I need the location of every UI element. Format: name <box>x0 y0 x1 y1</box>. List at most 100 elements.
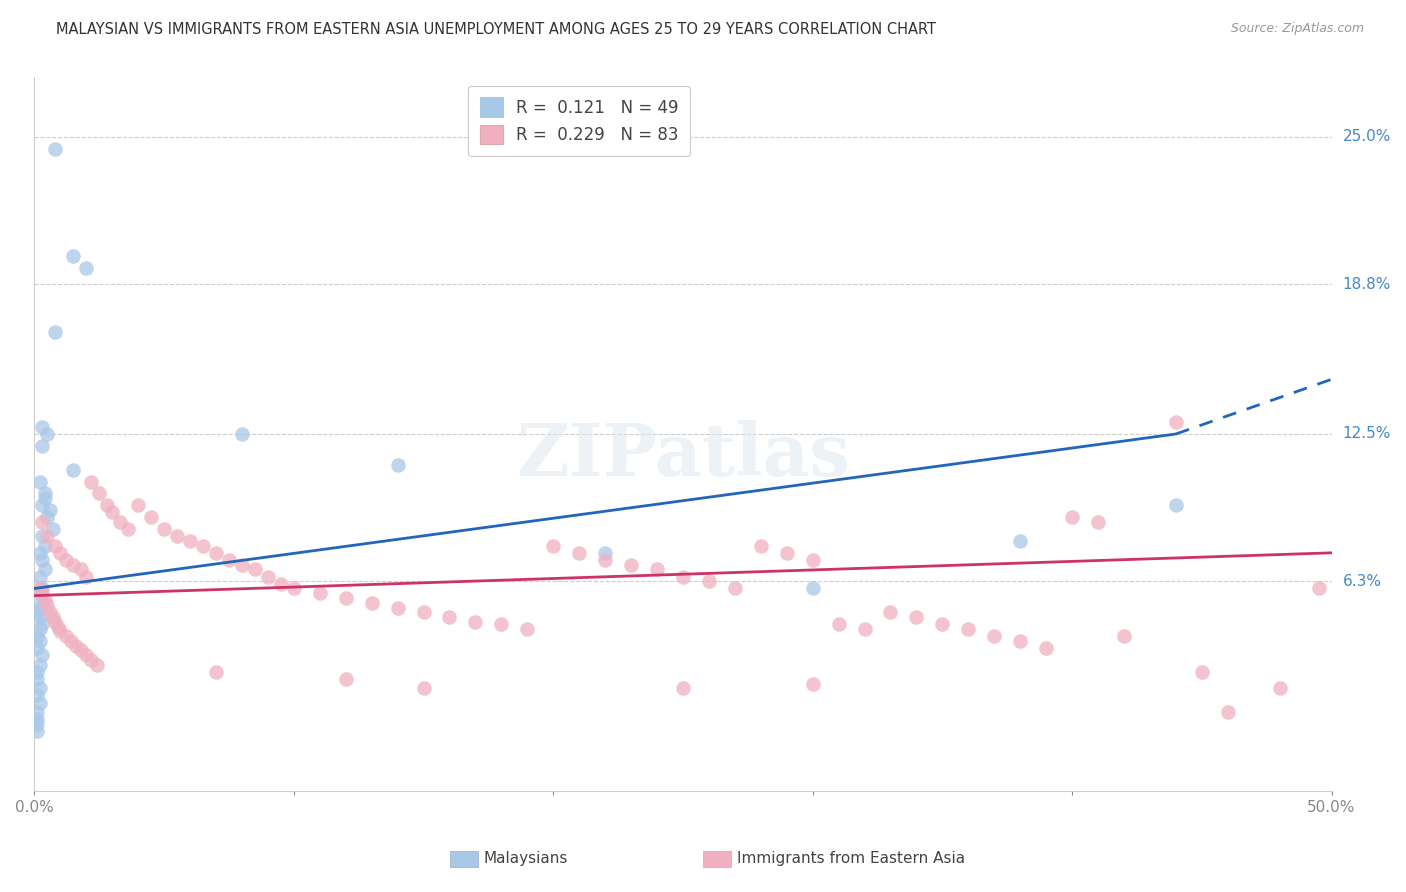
Point <box>89 486 111 500</box>
Point <box>28 569 51 583</box>
Point <box>28 657 51 672</box>
Point <box>117 522 139 536</box>
Point <box>464 615 486 629</box>
Point <box>44 142 66 156</box>
Point <box>39 605 62 619</box>
Point <box>46 619 69 633</box>
Point <box>28 586 51 600</box>
Legend: R =  0.121   N = 49, R =  0.229   N = 83: R = 0.121 N = 49, R = 0.229 N = 83 <box>468 86 690 156</box>
Point <box>25 717 48 731</box>
Point <box>62 558 84 572</box>
Point <box>28 681 51 696</box>
Point <box>31 553 53 567</box>
Text: 25.0%: 25.0% <box>1343 129 1391 145</box>
Point <box>108 515 131 529</box>
Point <box>28 600 51 615</box>
Point <box>41 522 63 536</box>
Point <box>672 681 695 696</box>
Point <box>387 458 409 472</box>
Point <box>37 598 59 612</box>
Point <box>153 522 176 536</box>
Point <box>257 569 280 583</box>
Point <box>31 617 53 632</box>
Point <box>34 486 56 500</box>
Point <box>28 546 51 560</box>
Point <box>801 553 824 567</box>
Point <box>28 696 51 710</box>
Point <box>853 622 876 636</box>
Point <box>25 672 48 686</box>
Point <box>335 591 357 605</box>
Point <box>31 439 53 453</box>
Point <box>360 596 382 610</box>
Point <box>776 546 799 560</box>
Point <box>645 562 668 576</box>
Point <box>387 600 409 615</box>
Point <box>724 582 747 596</box>
Text: MALAYSIAN VS IMMIGRANTS FROM EASTERN ASIA UNEMPLOYMENT AMONG AGES 25 TO 29 YEARS: MALAYSIAN VS IMMIGRANTS FROM EASTERN ASI… <box>56 22 936 37</box>
Point <box>1112 629 1135 643</box>
Point <box>879 605 901 619</box>
Point <box>243 562 266 576</box>
Point <box>1062 510 1084 524</box>
Point <box>1268 681 1291 696</box>
Point <box>41 610 63 624</box>
Text: 6.3%: 6.3% <box>1343 574 1382 589</box>
Point <box>593 546 616 560</box>
Point <box>31 498 53 512</box>
Point <box>59 633 82 648</box>
Point <box>86 657 108 672</box>
Point <box>25 705 48 719</box>
Point <box>1035 640 1057 655</box>
Point <box>127 498 149 512</box>
Point <box>25 665 48 679</box>
Point <box>55 553 77 567</box>
Point <box>568 546 591 560</box>
Point <box>39 503 62 517</box>
Point <box>37 529 59 543</box>
Point <box>205 546 228 560</box>
Point <box>801 582 824 596</box>
Point <box>983 629 1005 643</box>
Point <box>28 622 51 636</box>
Point <box>75 569 97 583</box>
Point <box>1010 633 1032 648</box>
Point <box>55 629 77 643</box>
Point <box>34 491 56 505</box>
Text: 12.5%: 12.5% <box>1343 426 1391 442</box>
Point <box>697 574 720 589</box>
Point <box>80 653 103 667</box>
Point <box>34 539 56 553</box>
Point <box>1010 533 1032 548</box>
Point <box>37 510 59 524</box>
Point <box>49 624 72 639</box>
Point <box>31 593 53 607</box>
Point <box>270 576 292 591</box>
Text: ZIPatlas: ZIPatlas <box>516 420 851 491</box>
Point <box>439 610 461 624</box>
Point <box>801 676 824 690</box>
Point <box>65 639 87 653</box>
Point <box>101 505 124 519</box>
Point <box>231 427 253 442</box>
Point <box>49 546 72 560</box>
Point <box>28 582 51 596</box>
Point <box>70 562 93 576</box>
Point <box>905 610 928 624</box>
Point <box>412 605 434 619</box>
Point <box>31 420 53 434</box>
Point <box>31 648 53 662</box>
Point <box>1308 582 1330 596</box>
Point <box>593 553 616 567</box>
Point <box>139 510 162 524</box>
Point <box>31 586 53 600</box>
Point <box>491 617 513 632</box>
Point <box>25 689 48 703</box>
Point <box>31 529 53 543</box>
Point <box>62 249 84 263</box>
Point <box>191 539 214 553</box>
Point <box>28 475 51 489</box>
Point <box>308 586 330 600</box>
Point <box>931 617 953 632</box>
Point <box>25 712 48 726</box>
